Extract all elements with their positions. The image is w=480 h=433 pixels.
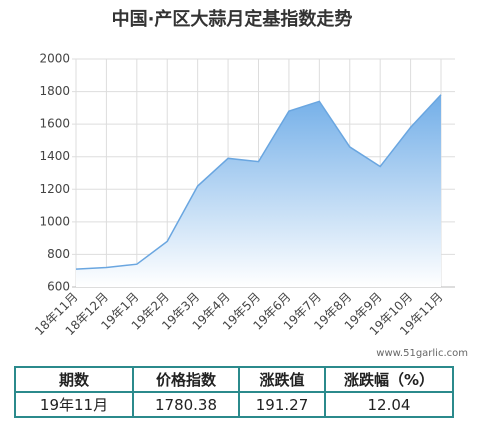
summary-table: 期数 价格指数 涨跌值 涨跌幅（%） 19年11月 1780.38 191.27… [14, 366, 454, 418]
data-row: 19年11月 1780.38 191.27 12.04 [14, 391, 454, 418]
y-tick-label: 800 [47, 247, 70, 261]
watermark: www.51garlic.com [376, 348, 468, 359]
area-fill [76, 94, 441, 287]
header-row: 期数 价格指数 涨跌值 涨跌幅（%） [14, 366, 454, 393]
y-tick-label: 1600 [39, 117, 70, 131]
y-tick-label: 1400 [39, 149, 70, 163]
y-tick-label: 1000 [39, 214, 70, 228]
cell: 12.04 [324, 391, 454, 418]
y-tick-label: 1200 [39, 182, 70, 196]
header-cell: 涨跌幅（%） [324, 366, 454, 393]
header-cell: 涨跌值 [238, 366, 326, 393]
y-tick-label: 600 [47, 280, 70, 294]
y-tick-label: 1800 [39, 84, 70, 98]
chart-title: 中国·产区大蒜月定基指数走势 [112, 8, 353, 30]
cell: 19年11月 [14, 391, 134, 418]
y-tick-label: 2000 [39, 52, 70, 66]
header-cell: 期数 [14, 366, 134, 393]
cell: 191.27 [238, 391, 326, 418]
line [75, 94, 442, 270]
cell: 1780.38 [132, 391, 240, 418]
header-cell: 价格指数 [132, 366, 240, 393]
